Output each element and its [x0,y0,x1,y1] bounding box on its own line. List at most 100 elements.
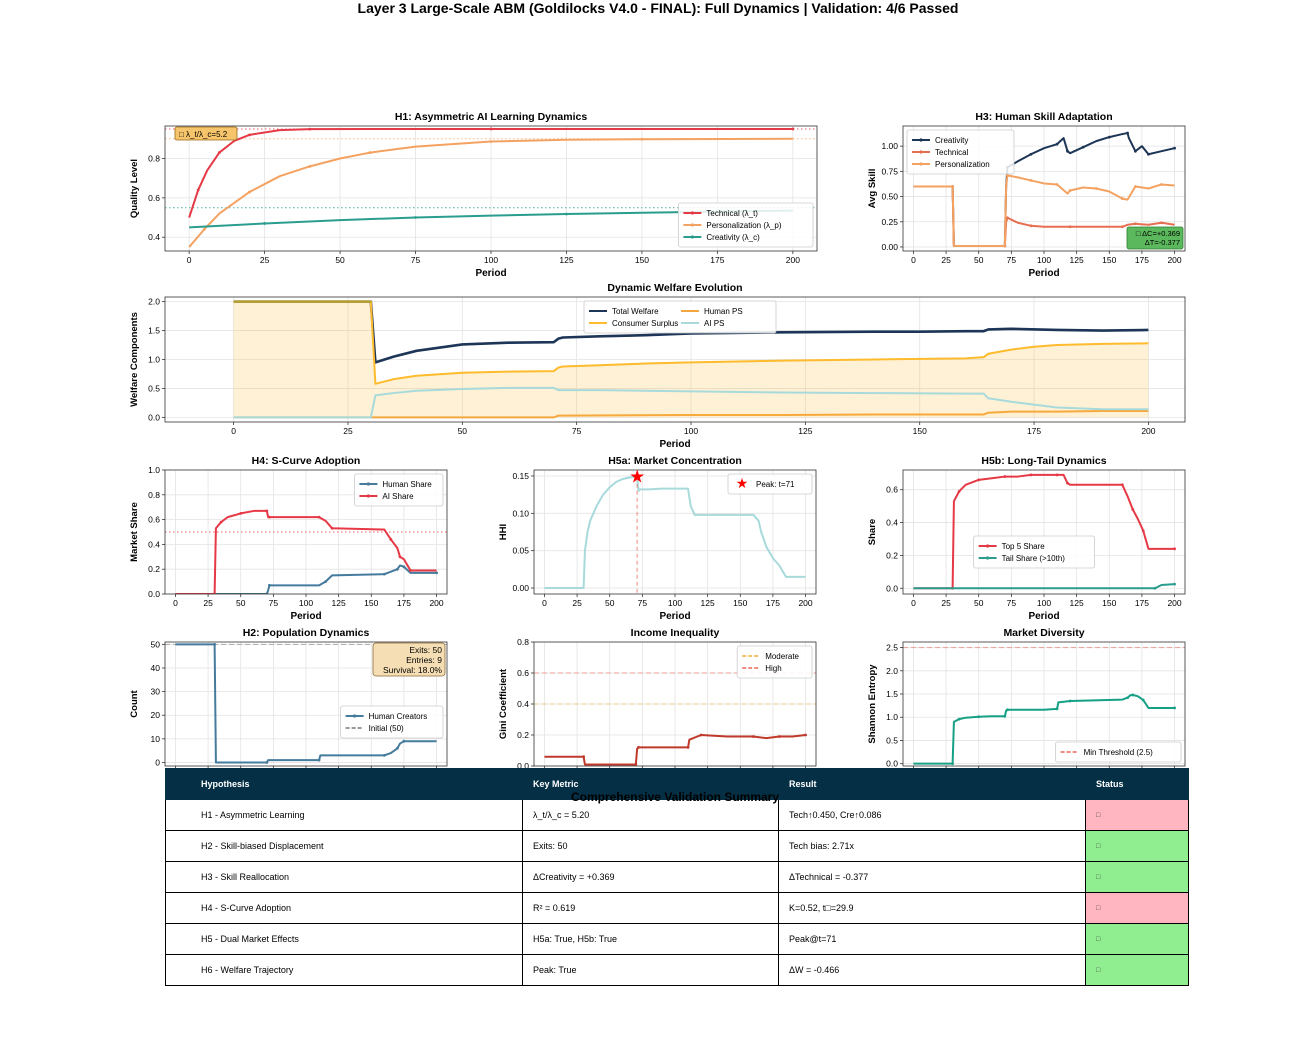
row-metric: Peak: True [522,954,779,986]
x-tick-label: 0 [231,426,236,436]
legend-label: Human Creators [369,712,428,721]
legend-marker [986,544,990,548]
y-tick-label: 30 [151,687,161,697]
series-point [778,735,781,738]
series-point [382,753,386,757]
series-point [1068,225,1072,229]
y-tick-label: 1.5 [148,326,160,336]
series-point [265,509,269,513]
x-tick-label: 0 [911,598,916,608]
series-point [1107,135,1111,139]
y-tick-label: 20 [151,710,161,720]
series-point [791,127,795,131]
chart-h3: 0 25 50 75 100 125 150 175 200 0.00 0.25 0.50 0.75 1.… [867,111,1186,279]
x-tick-label: 125 [1070,598,1084,608]
x-tick-label: 25 [260,255,270,265]
chart-h1: 0 25 50 75 100 125 150 175 200 0.4 0.6 0.8 H1: Asymm… [129,111,818,279]
y-axis-label: Count [129,689,140,717]
series-point [1120,225,1124,229]
chart-welfare: 0 25 50 75 100 125 150 175 200 0.0 0.5 1.0 1.5 2.0 Dyn… [129,282,1186,450]
series-point [977,478,981,482]
y-tick-label: 1.5 [886,689,898,699]
x-tick-label: 100 [684,426,698,436]
y-tick-label: 1.0 [148,465,160,475]
x-tick-label: 125 [701,598,715,608]
series-point [1055,142,1059,146]
series-point [804,733,807,737]
chart-title: H5b: Long-Tail Dynamics [981,455,1106,467]
y-tick-label: 0.6 [148,193,160,203]
series-point [634,763,638,766]
legend-marker [690,235,695,239]
series-point [637,746,640,749]
y-tick-label: 0.0 [148,589,160,599]
table-header-status: Status [1085,768,1189,800]
y-tick-label: 0.00 [512,583,529,593]
legend-marker [690,223,695,227]
series-point [1131,693,1135,697]
series-point [1066,481,1069,485]
legend-label: Creativity (λ_c) [706,233,760,242]
y-tick-label: 1.0 [886,712,898,722]
row-hypothesis: H3 - Skill Reallocation [165,861,523,893]
row-metric: ΔCreativity = +0.369 [522,861,779,893]
legend-label: Technical [935,148,969,157]
y-axis-label: Shannon Entropy [867,664,878,744]
legend-label: Tail Share (>10th) [1002,554,1066,563]
legend-label: AI Share [382,492,414,501]
series-point [1173,146,1176,150]
series-point [1029,473,1033,477]
y-tick-label: 0.4 [517,699,529,709]
y-tick-label: 0.6 [148,515,160,525]
series-line-top-5-share [913,473,1175,590]
y-tick-label: 0 [155,757,160,767]
x-tick-label: 100 [299,598,313,608]
y-tick-label: 10 [151,734,161,744]
series-point [402,739,406,743]
row-status: □ [1085,892,1189,924]
x-tick-label: 25 [203,598,213,608]
series-point [1068,189,1072,192]
series-point [248,190,251,194]
legend-box [906,129,1015,175]
series-line-tail-share-10th- [913,583,1175,590]
y-tick-label: 0.0 [886,759,898,769]
series-point [1003,244,1007,248]
table-header-row: Hypothesis Key Metric Result Status [165,768,1189,800]
annotation-text: □ ΔC=+0.369 [1136,229,1180,238]
legend-label: Personalization (λ_p) [706,221,781,230]
series-point [330,526,334,530]
series-line-total-welfare [233,300,1149,364]
series-point [389,538,393,541]
annotation-box: □ λ_t/λ_c=5.2 [174,126,238,141]
x-tick-label: 175 [397,598,411,608]
x-axis-label: Period [1028,611,1059,622]
table-row: H1 - Asymmetric Learning λ_t/λ_c = 5.20 … [165,799,1189,831]
row-metric: λ_t/λ_c = 5.20 [522,799,779,831]
row-status: □ [1085,861,1189,893]
series-point [1029,224,1033,228]
series-point [196,188,200,192]
series-line-personalization [913,174,1175,247]
row-status: □ [1085,830,1189,862]
series-point [395,746,399,750]
y-tick-label: 0.8 [517,637,529,647]
series-point [239,512,243,515]
legend-label: Consumer Surplus [612,319,678,328]
legend: Top 5 Share Tail Share (>10th) [973,535,1095,569]
x-axis-label: Period [290,611,321,622]
y-tick-label: 0.10 [512,508,529,518]
series-point [213,642,217,646]
legend-marker [919,162,923,166]
legend-marker [919,150,923,154]
legend-marker [919,138,923,142]
legend-label: Initial (50) [369,724,404,733]
chart-gini: 02550751001251501752000.00.20.40.60.8Inc… [498,627,817,780]
x-tick-label: 25 [941,255,951,265]
legend: Min Threshold (2.5) [1055,741,1182,763]
row-status: □ [1085,923,1189,955]
chart-title: H5a: Market Concentration [608,455,742,467]
y-tick-label: 1.0 [148,355,160,365]
